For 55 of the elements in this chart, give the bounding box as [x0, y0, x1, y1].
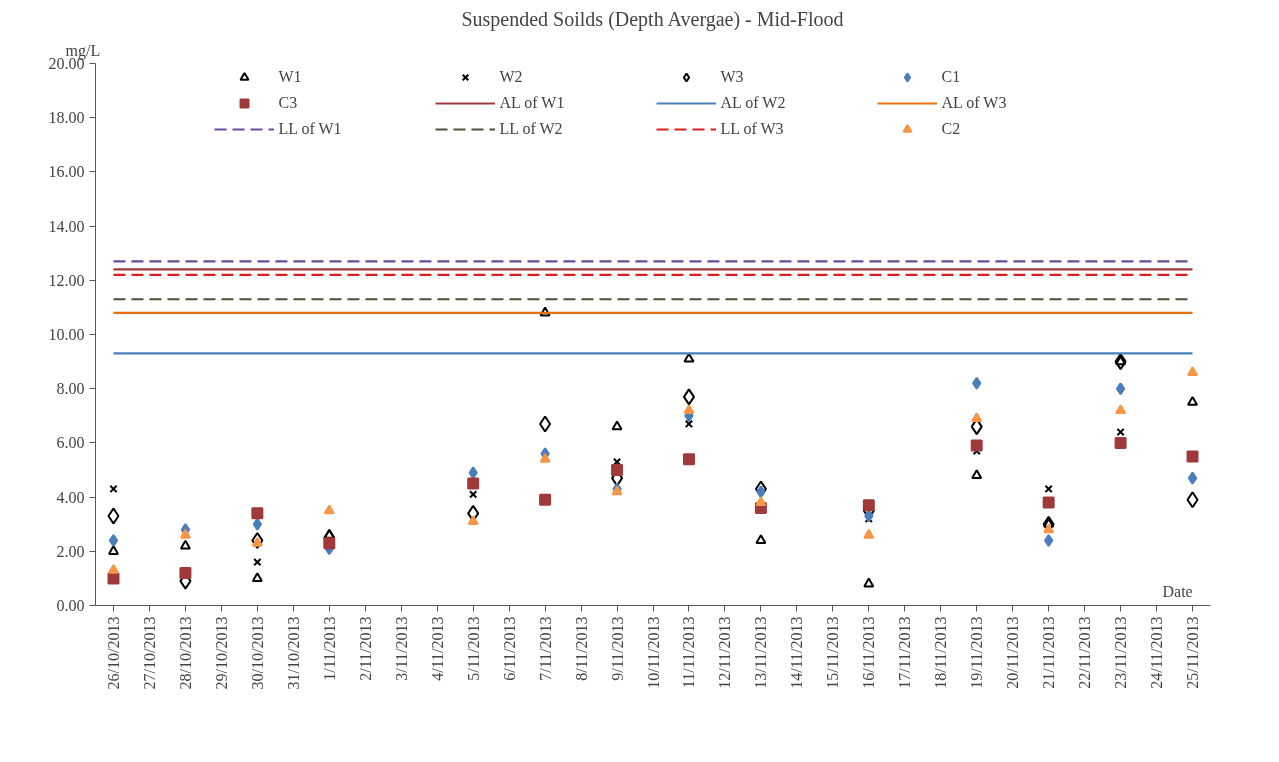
y-tick-label: 2.00 — [56, 542, 85, 560]
y-tick-label: 10.00 — [48, 326, 85, 343]
x-tick-label: 23/11/2013 — [1112, 616, 1130, 689]
x-tick-label: 11/11/2013 — [680, 616, 698, 689]
y-tick-label: 0.00 — [56, 597, 85, 614]
legend-label: LL of W3 — [720, 120, 785, 138]
x-tick-label: 8/11/2013 — [572, 616, 590, 681]
legend-label: AL of W3 — [941, 94, 1008, 112]
legend-label: AL of W2 — [720, 94, 787, 112]
x-tick-label: 29/10/2013 — [212, 616, 230, 690]
x-tick-label: 13/11/2013 — [752, 616, 770, 689]
x-tick-label: 6/11/2013 — [500, 616, 518, 681]
y-tick-label: 6.00 — [56, 434, 85, 452]
x-tick-label: 1/11/2013 — [320, 616, 338, 681]
x-tick-label: 28/10/2013 — [176, 616, 194, 690]
legend-label: C3 — [278, 94, 299, 112]
x-tick-label: 3/11/2013 — [392, 616, 410, 681]
x-tick-label: 18/11/2013 — [932, 616, 950, 689]
legend-label: LL of W1 — [278, 120, 343, 138]
x-tick-label: 21/11/2013 — [1040, 616, 1058, 689]
y-tick-label: 12.00 — [48, 271, 85, 289]
x-tick-label: 2/11/2013 — [356, 616, 374, 681]
legend-label: AL of W1 — [499, 94, 566, 112]
x-tick-label: 12/11/2013 — [716, 616, 734, 689]
x-tick-label: 16/11/2013 — [860, 616, 878, 689]
y-tick-label: 18.00 — [48, 109, 85, 127]
legend-label: LL of W2 — [499, 120, 564, 138]
legend-label: W2 — [499, 68, 524, 86]
x-tick-label: 30/10/2013 — [248, 616, 266, 690]
legend-label: C1 — [941, 68, 962, 86]
x-tick-label: 5/11/2013 — [464, 616, 482, 681]
legend-label: W1 — [278, 68, 303, 86]
legend-label: C2 — [941, 120, 962, 138]
legend-label: W3 — [720, 68, 745, 86]
chart-title: Suspended Soilds (Depth Avergae) - Mid-Flood — [461, 7, 844, 31]
x-tick-label: 19/11/2013 — [968, 616, 986, 689]
x-tick-label: 9/11/2013 — [608, 616, 626, 681]
x-tick-label: 27/10/2013 — [140, 616, 158, 690]
x-tick-label: 7/11/2013 — [536, 616, 554, 681]
x-tick-label: 31/10/2013 — [284, 616, 302, 690]
y-tick-label: 4.00 — [56, 488, 85, 506]
x-tick-label: 15/11/2013 — [824, 616, 842, 689]
y-tick-label: 14.00 — [48, 217, 85, 235]
y-tick-label: 16.00 — [48, 163, 85, 181]
x-axis-title: Date — [1162, 582, 1193, 600]
x-tick-label: 14/11/2013 — [788, 616, 806, 689]
x-tick-label: 24/11/2013 — [1148, 616, 1166, 689]
x-tick-label: 4/11/2013 — [428, 616, 446, 681]
x-tick-label: 22/11/2013 — [1076, 616, 1094, 689]
y-tick-label: 8.00 — [56, 380, 85, 398]
x-tick-label: 10/11/2013 — [644, 616, 662, 689]
x-tick-label: 26/10/2013 — [104, 616, 122, 690]
x-tick-label: 20/11/2013 — [1004, 616, 1022, 689]
x-tick-label: 25/11/2013 — [1184, 616, 1202, 689]
x-tick-label: 17/11/2013 — [896, 616, 914, 689]
